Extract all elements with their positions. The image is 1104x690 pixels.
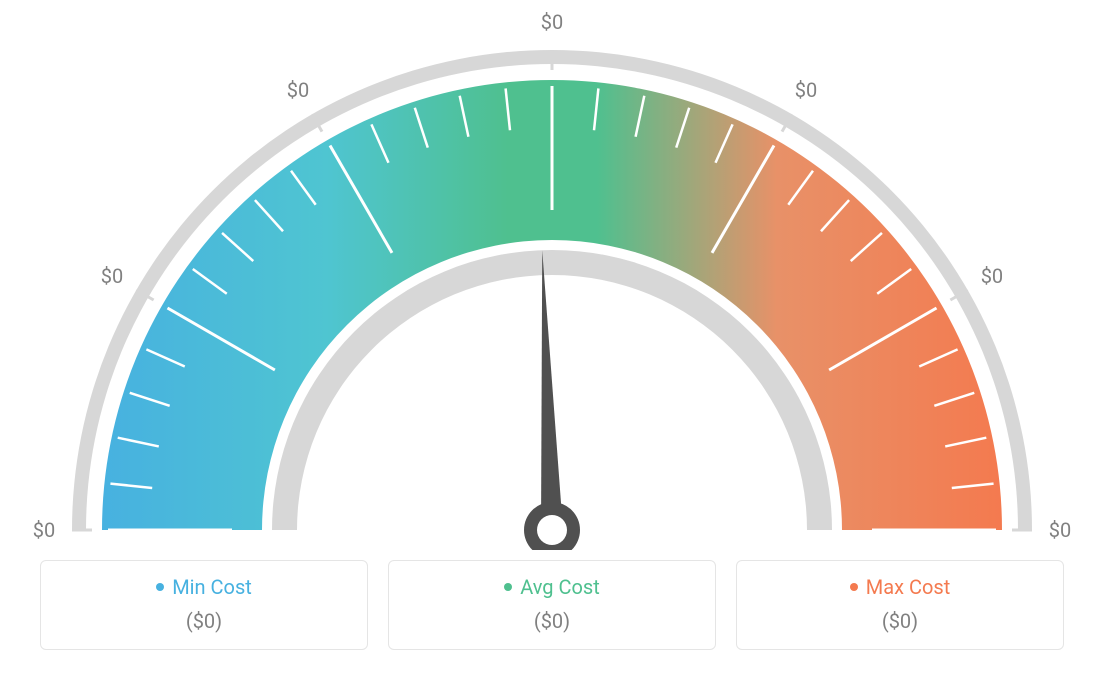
- legend-label-row: Min Cost: [51, 575, 357, 599]
- gauge-tick-label: $0: [287, 78, 309, 102]
- legend-label-avg: Avg Cost: [520, 575, 600, 599]
- legend-label-max: Max Cost: [866, 575, 951, 599]
- legend-card-min: Min Cost ($0): [40, 560, 368, 650]
- gauge-chart: $0$0$0$0$0$0$0: [40, 10, 1064, 550]
- gauge-tick-label: $0: [541, 10, 563, 34]
- legend-dot-max: [850, 583, 858, 591]
- legend-dot-min: [156, 583, 164, 591]
- gauge-tick-label: $0: [795, 78, 817, 102]
- legend-value-min: ($0): [51, 609, 357, 633]
- legend-dot-avg: [504, 583, 512, 591]
- legend-card-avg: Avg Cost ($0): [388, 560, 716, 650]
- legend-value-avg: ($0): [399, 609, 705, 633]
- legend-label-row: Max Cost: [747, 575, 1053, 599]
- gauge-tick-label: $0: [101, 264, 123, 288]
- legend-row: Min Cost ($0) Avg Cost ($0) Max Cost ($0…: [40, 560, 1064, 650]
- legend-card-max: Max Cost ($0): [736, 560, 1064, 650]
- gauge-tick-label: $0: [33, 518, 55, 542]
- legend-value-max: ($0): [747, 609, 1053, 633]
- gauge-tick-label: $0: [1049, 518, 1071, 542]
- gauge-tick-label: $0: [981, 264, 1003, 288]
- legend-label-min: Min Cost: [172, 575, 252, 599]
- gauge-svg: [40, 10, 1064, 550]
- legend-label-row: Avg Cost: [399, 575, 705, 599]
